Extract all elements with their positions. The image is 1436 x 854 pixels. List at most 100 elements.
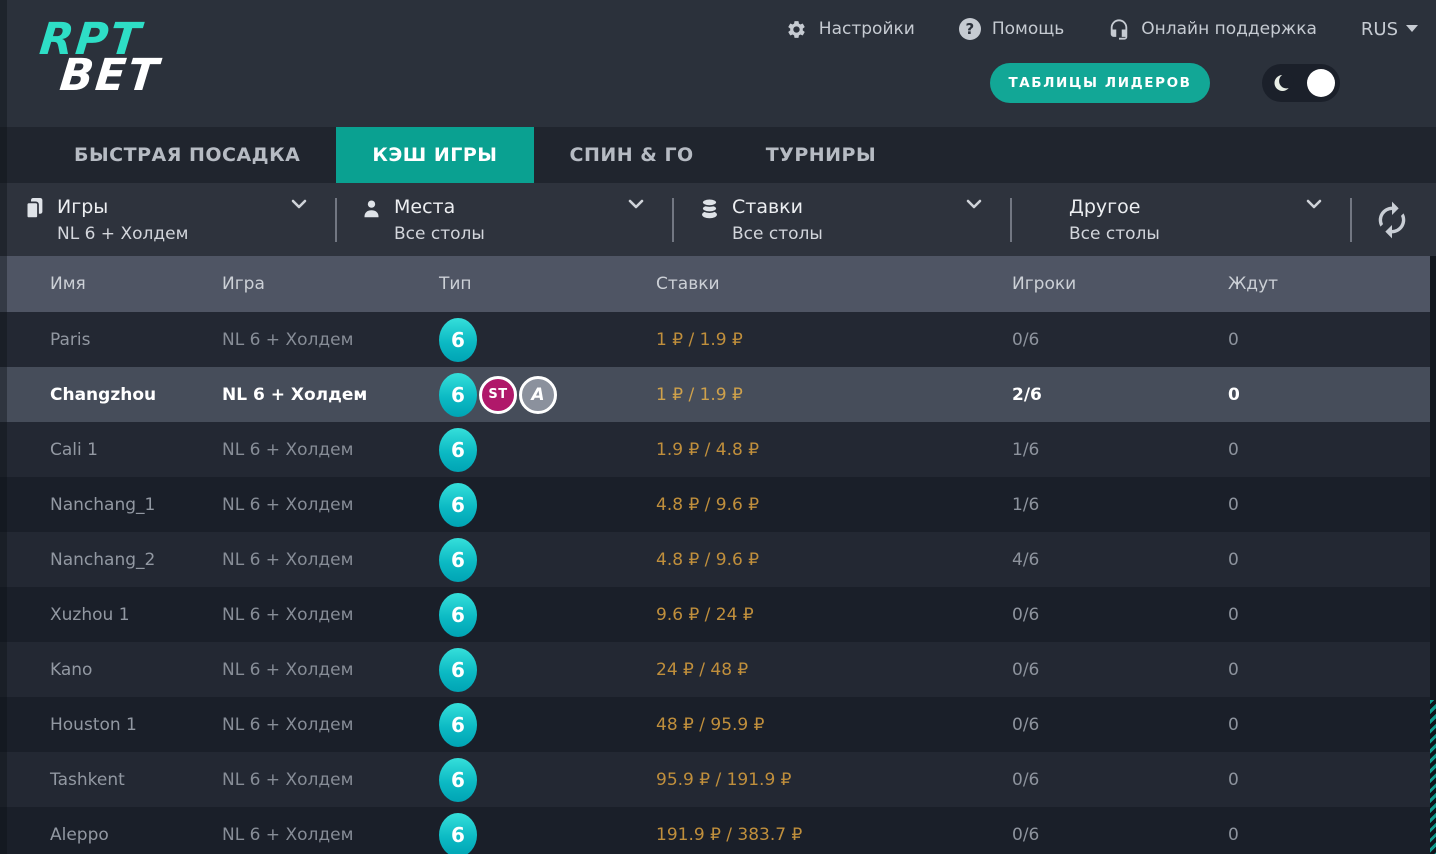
table-row[interactable]: Houston 1 NL 6 + Холдем 6 48 ₽ / 95.9 ₽ … bbox=[0, 697, 1436, 752]
filter-stakes-dropdown[interactable]: Ставки Все столы bbox=[675, 183, 1012, 256]
help-button[interactable]: ? Помощь bbox=[958, 18, 1065, 40]
table-row[interactable]: Nanchang_2 NL 6 + Холдем 6 4.8 ₽ / 9.6 ₽… bbox=[0, 532, 1436, 587]
table-name-cell: Tashkent bbox=[50, 769, 125, 790]
table-type-cell: 6 bbox=[439, 702, 656, 747]
help-icon: ? bbox=[958, 18, 981, 40]
table-type-cell: 6 bbox=[439, 592, 656, 637]
window-left-edge bbox=[0, 0, 7, 854]
theme-toggle[interactable] bbox=[1262, 64, 1340, 102]
language-code: RUS bbox=[1360, 18, 1398, 40]
table-players-cell: 0/6 bbox=[1012, 769, 1040, 790]
table-header-row: Имя Игра Тип Ставки Игроки Ждут bbox=[0, 256, 1436, 312]
table-row[interactable]: Xuzhou 1 NL 6 + Холдем 6 9.6 ₽ / 24 ₽ 0/… bbox=[0, 587, 1436, 642]
table-waiting-cell: 0 bbox=[1228, 439, 1239, 460]
table-name-cell: Xuzhou 1 bbox=[50, 604, 130, 625]
filter-seats-label: Места bbox=[394, 196, 456, 218]
scrollbar-thumb[interactable] bbox=[1430, 700, 1436, 854]
filter-games-dropdown[interactable]: Игры NL 6 + Холдем bbox=[0, 183, 337, 256]
table-waiting-cell: 0 bbox=[1228, 714, 1239, 735]
table-type-cell: 6 bbox=[439, 812, 656, 854]
table-waiting-cell: 0 bbox=[1228, 549, 1239, 570]
chips-icon bbox=[699, 194, 732, 247]
table-name-cell: Paris bbox=[50, 329, 91, 350]
table-name-cell: Cali 1 bbox=[50, 439, 98, 460]
table-waiting-cell: 0 bbox=[1228, 604, 1239, 625]
table-game-cell: NL 6 + Холдем bbox=[222, 659, 354, 680]
filter-other-value: Все столы bbox=[1069, 224, 1160, 244]
filter-seats-value: Все столы bbox=[394, 224, 485, 244]
table-size-badge: 6 bbox=[439, 427, 477, 472]
main-nav: БЫСТРАЯ ПОСАДКА КЭШ ИГРЫ СПИН & ГО ТУРНИ… bbox=[0, 127, 1436, 183]
table-row[interactable]: Paris NL 6 + Холдем 6 1 ₽ / 1.9 ₽ 0/6 0 bbox=[0, 312, 1436, 367]
top-header: RPT BET Настройки ? Помощь Онлайн поддер… bbox=[0, 0, 1436, 127]
table-type-cell: 6 bbox=[439, 757, 656, 802]
table-type-cell: 6 ST A bbox=[439, 372, 656, 417]
headset-icon bbox=[1108, 18, 1130, 40]
table-stakes-cell: 48 ₽ / 95.9 ₽ bbox=[656, 714, 765, 735]
refresh-icon bbox=[1372, 200, 1412, 240]
cards-icon bbox=[24, 194, 57, 247]
filter-games-label: Игры bbox=[57, 196, 109, 218]
tab-cash-games[interactable]: КЭШ ИГРЫ bbox=[336, 127, 534, 183]
filter-seats-dropdown[interactable]: Места Все столы bbox=[337, 183, 674, 256]
table-size-badge: 6 bbox=[439, 757, 477, 802]
filter-other-dropdown[interactable]: Другое Все столы bbox=[1012, 183, 1352, 256]
table-game-cell: NL 6 + Холдем bbox=[222, 604, 354, 625]
filter-games-value: NL 6 + Холдем bbox=[57, 224, 189, 244]
table-stakes-cell: 9.6 ₽ / 24 ₽ bbox=[656, 604, 754, 625]
table-players-cell: 2/6 bbox=[1012, 384, 1042, 405]
table-size-badge: 6 bbox=[439, 647, 477, 692]
a-badge-icon: A bbox=[519, 375, 557, 414]
tab-tournaments[interactable]: ТУРНИРЫ bbox=[765, 144, 877, 166]
table-size-badge: 6 bbox=[439, 702, 477, 747]
settings-button[interactable]: Настройки bbox=[786, 18, 915, 40]
logo-line2: BET bbox=[57, 50, 163, 102]
table-name-cell: Kano bbox=[50, 659, 93, 680]
refresh-button[interactable] bbox=[1368, 197, 1416, 243]
table-game-cell: NL 6 + Холдем bbox=[222, 549, 354, 570]
table-waiting-cell: 0 bbox=[1228, 824, 1239, 845]
table-players-cell: 1/6 bbox=[1012, 494, 1040, 515]
table-game-cell: NL 6 + Холдем bbox=[222, 494, 354, 515]
table-row[interactable]: Kano NL 6 + Холдем 6 24 ₽ / 48 ₽ 0/6 0 bbox=[0, 642, 1436, 697]
language-selector[interactable]: RUS bbox=[1361, 19, 1418, 40]
column-header-waiting[interactable]: Ждут bbox=[1228, 274, 1279, 294]
chevron-down-icon bbox=[291, 199, 307, 209]
table-players-cell: 0/6 bbox=[1012, 604, 1040, 625]
column-header-type[interactable]: Тип bbox=[439, 274, 472, 294]
help-label: Помощь bbox=[991, 19, 1065, 39]
table-row[interactable]: Changzhou NL 6 + Холдем 6 ST A 1 ₽ / 1.9 ₽… bbox=[0, 367, 1436, 422]
tab-quick-seat[interactable]: БЫСТРАЯ ПОСАДКА bbox=[74, 144, 301, 166]
support-label: Онлайн поддержка bbox=[1141, 19, 1317, 39]
scrollbar-track[interactable] bbox=[1430, 256, 1436, 854]
column-header-name[interactable]: Имя bbox=[50, 274, 86, 294]
table-players-cell: 4/6 bbox=[1012, 549, 1040, 570]
table-row[interactable]: Cali 1 NL 6 + Холдем 6 1.9 ₽ / 4.8 ₽ 1/6… bbox=[0, 422, 1436, 477]
table-game-cell: NL 6 + Холдем bbox=[222, 714, 354, 735]
utility-row: Настройки ? Помощь Онлайн поддержка RUS bbox=[786, 10, 1418, 48]
empty-icon-slot bbox=[1036, 194, 1069, 247]
table-type-cell: 6 bbox=[439, 537, 656, 582]
table-name-cell: Aleppo bbox=[50, 824, 109, 845]
chevron-down-icon bbox=[966, 199, 982, 209]
table-row[interactable]: Aleppo NL 6 + Холдем 6 191.9 ₽ / 383.7 ₽… bbox=[0, 807, 1436, 854]
table-stakes-cell: 4.8 ₽ / 9.6 ₽ bbox=[656, 549, 760, 570]
table-stakes-cell: 24 ₽ / 48 ₽ bbox=[656, 659, 749, 680]
tab-spin-and-go[interactable]: СПИН & ГО bbox=[569, 144, 694, 166]
chevron-down-icon bbox=[1306, 199, 1322, 209]
support-button[interactable]: Онлайн поддержка bbox=[1108, 18, 1317, 40]
table-row[interactable]: Tashkent NL 6 + Холдем 6 95.9 ₽ / 191.9 … bbox=[0, 752, 1436, 807]
table-players-cell: 0/6 bbox=[1012, 714, 1040, 735]
table-size-badge: 6 bbox=[439, 537, 477, 582]
moon-icon bbox=[1272, 71, 1296, 95]
table-size-badge: 6 bbox=[439, 372, 477, 417]
column-header-stakes[interactable]: Ставки bbox=[656, 274, 720, 294]
column-header-game[interactable]: Игра bbox=[222, 274, 265, 294]
table-name-cell: Changzhou bbox=[50, 384, 157, 405]
table-row[interactable]: Nanchang_1 NL 6 + Холдем 6 4.8 ₽ / 9.6 ₽… bbox=[0, 477, 1436, 532]
column-header-players[interactable]: Игроки bbox=[1012, 274, 1077, 294]
filter-bar: Игры NL 6 + Холдем bbox=[0, 183, 1436, 256]
leaderboards-button[interactable]: ТАБЛИЦЫ ЛИДЕРОВ bbox=[990, 63, 1210, 103]
table-players-cell: 1/6 bbox=[1012, 439, 1040, 460]
